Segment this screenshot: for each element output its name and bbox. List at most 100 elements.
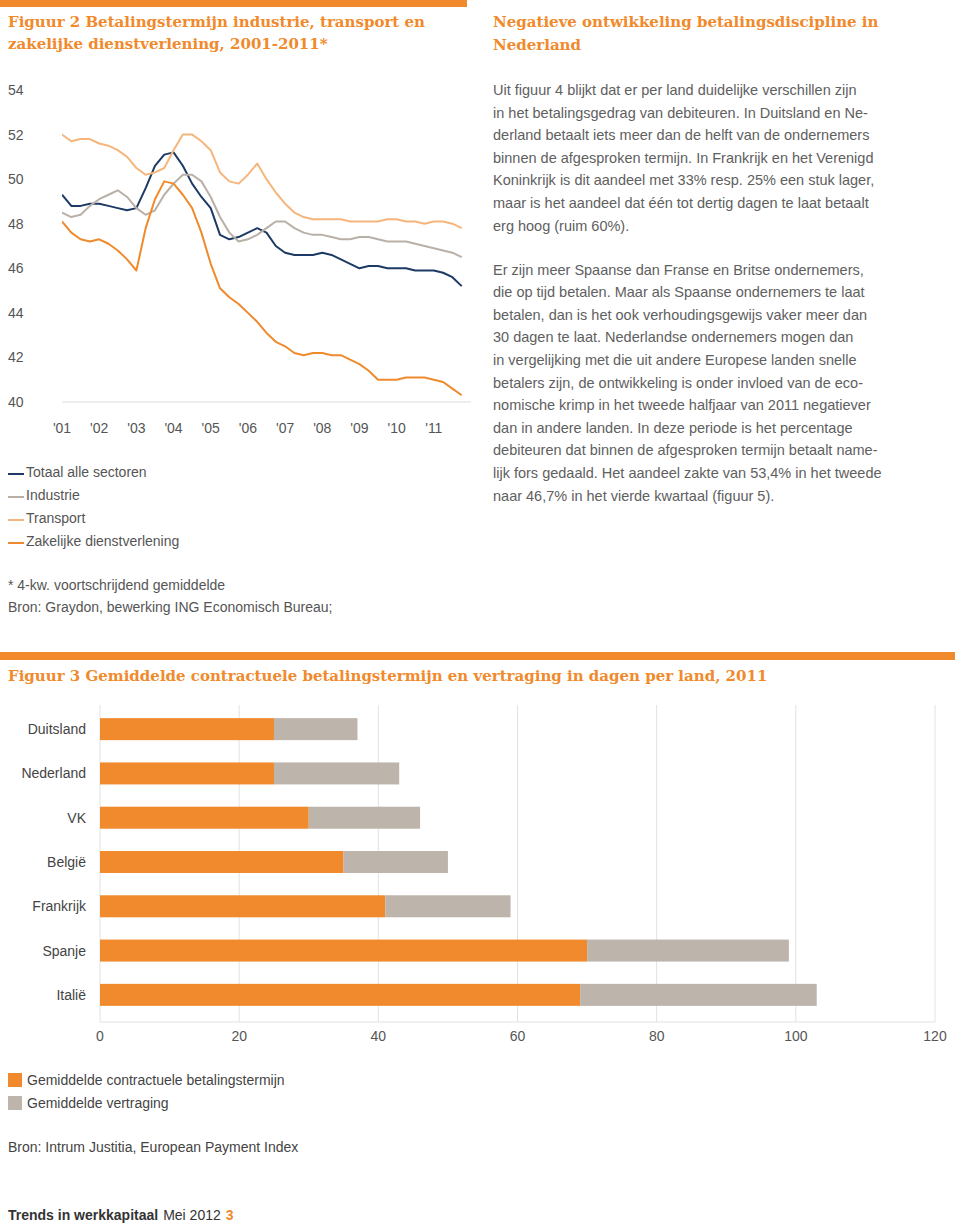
- paragraph-line: Koninkrijk is dit aandeel met 33% resp. …: [493, 172, 874, 188]
- line-series: [62, 181, 462, 395]
- chart-title: Figuur 3 Gemiddelde contractuele betalin…: [8, 667, 767, 685]
- legend-swatch: [8, 496, 24, 498]
- grid-line: [656, 705, 657, 1022]
- x-tick-label: 80: [649, 1028, 665, 1044]
- x-tick-label: 100: [784, 1028, 808, 1044]
- y-tick-label: 44: [8, 305, 24, 321]
- legend-label: Industrie: [26, 487, 80, 503]
- x-tick-label: 120: [923, 1028, 947, 1044]
- paragraph-line: binnen de afgesproken termijn. In Frankr…: [493, 150, 873, 166]
- paragraph-line: Uit figuur 4 blijkt dat er per land duid…: [493, 82, 856, 98]
- bar-segment: [100, 940, 587, 962]
- paragraph-line: naar 46,7% in het vierde kwartaal (figuu…: [493, 488, 774, 504]
- x-tick-label: '08: [313, 420, 331, 436]
- x-tick-label: '06: [239, 420, 257, 436]
- x-tick-label: '01: [53, 420, 71, 436]
- bar-segment: [100, 718, 274, 740]
- line-series: [62, 175, 462, 257]
- paragraph-line: nomische krimp in het tweede halfjaar va…: [493, 397, 871, 413]
- chart-title: Figuur 2 Betalingstermijn industrie, tra…: [8, 13, 425, 31]
- category-label: Duitsland: [28, 721, 86, 737]
- paragraph-line: debiteuren dat binnen de afgesproken ter…: [493, 442, 878, 458]
- bar-segment: [100, 984, 580, 1006]
- bar-segment: [100, 762, 274, 784]
- x-tick-label: '10: [388, 420, 406, 436]
- page: Figuur 2 Betalingstermijn industrie, tra…: [0, 0, 960, 1225]
- x-tick-label: 60: [510, 1028, 526, 1044]
- paragraph-line: betalers zijn, de ontwikkeling is onder …: [493, 375, 863, 391]
- x-tick-label: '09: [350, 420, 368, 436]
- paragraph-line: in het betalingsgedrag van debiteuren. I…: [493, 105, 868, 121]
- x-tick-label: '05: [202, 420, 220, 436]
- x-tick-label: 40: [371, 1028, 387, 1044]
- paragraph-line: derland betaalt iets meer dan de helft v…: [493, 127, 869, 143]
- category-label: België: [47, 854, 86, 870]
- x-tick-label: 20: [231, 1028, 247, 1044]
- source: Bron: Graydon, bewerking ING Economisch …: [8, 599, 333, 615]
- bar-segment: [385, 895, 510, 917]
- category-label: Spanje: [42, 943, 86, 959]
- paragraph-line: betalen, dan is het ook verhoudingsgewij…: [493, 307, 867, 323]
- bar-segment: [100, 851, 344, 873]
- paragraph-line: in vergelijking met die uit andere Europ…: [493, 352, 857, 368]
- grid-line: [795, 705, 796, 1022]
- bar-segment: [100, 807, 309, 829]
- source: Bron: Intrum Justitia, European Payment …: [8, 1139, 298, 1155]
- x-tick-label: '02: [90, 420, 108, 436]
- section-rule: [0, 652, 955, 660]
- y-tick-label: 40: [8, 394, 24, 410]
- legend-swatch: [8, 1073, 22, 1087]
- paragraph-line: 30 dagen te laat. Nederlandse ondernemer…: [493, 329, 853, 345]
- y-tick-label: 42: [8, 349, 24, 365]
- line-series: [62, 135, 462, 229]
- x-tick-label: '04: [164, 420, 182, 436]
- legend-label: Gemiddelde contractuele betalingstermijn: [27, 1072, 285, 1088]
- legend-swatch: [8, 519, 24, 521]
- paragraph-line: maar is het aandeel dat één tot dertig d…: [493, 195, 869, 211]
- plot-lines: [62, 135, 462, 396]
- x-tick-label: 0: [96, 1028, 104, 1044]
- x-tick-label: '11: [425, 420, 442, 436]
- legend-swatch: [8, 473, 24, 475]
- footnote: * 4-kw. voortschrijdend gemiddelde: [8, 577, 225, 593]
- category-label: Frankrijk: [32, 898, 87, 914]
- bar-segment: [274, 762, 399, 784]
- plot-bars: [100, 718, 817, 1006]
- x-tick-label: '03: [127, 420, 145, 436]
- bar-segment: [274, 718, 358, 740]
- y-tick-label: 46: [8, 260, 24, 276]
- bar-segment: [309, 807, 420, 829]
- category-label: Italië: [56, 987, 86, 1003]
- category-label: Nederland: [21, 765, 86, 781]
- paragraph-line: die op tijd betalen. Maar als Spaanse on…: [493, 284, 865, 300]
- category-label: VK: [67, 810, 86, 826]
- top-rule: [0, 0, 467, 7]
- article-heading: Nederland: [493, 36, 582, 54]
- bar-segment: [580, 984, 817, 1006]
- y-tick-label: 50: [8, 171, 24, 187]
- paragraph-line: Er zijn meer Spaanse dan Franse en Brits…: [493, 262, 864, 278]
- legend-label: Transport: [26, 510, 86, 526]
- grid-line: [935, 705, 936, 1022]
- y-tick-label: 52: [8, 127, 24, 143]
- legend-label: Zakelijke dienstverlening: [26, 533, 179, 549]
- paragraph-line: erg hoog (ruim 60%).: [493, 218, 629, 234]
- x-axis-line: [62, 402, 471, 403]
- x-axis-line: [100, 1022, 935, 1023]
- legend-label: Totaal alle sectoren: [26, 464, 147, 480]
- paragraph-line: dan in andere landen. In deze periode is…: [493, 420, 853, 436]
- footer-date: Mei 2012: [163, 1207, 221, 1223]
- legend-swatch: [8, 542, 24, 544]
- footer-page: 3: [226, 1207, 234, 1223]
- x-tick-label: '07: [276, 420, 294, 436]
- y-tick-label: 54: [8, 82, 24, 98]
- chart-title: zakelijke dienstverlening, 2001-2011*: [8, 35, 328, 53]
- legend-label: Gemiddelde vertraging: [27, 1095, 169, 1111]
- bar-segment: [587, 940, 789, 962]
- bar-segment: [344, 851, 448, 873]
- y-tick-label: 48: [8, 216, 24, 232]
- legend-swatch: [8, 1096, 22, 1110]
- article-heading: Negatieve ontwikkeling betalingsdiscipli…: [493, 13, 879, 31]
- grid-line: [517, 705, 518, 1022]
- paragraph-line: lijk fors gedaald. Het aandeel zakte van…: [493, 465, 882, 481]
